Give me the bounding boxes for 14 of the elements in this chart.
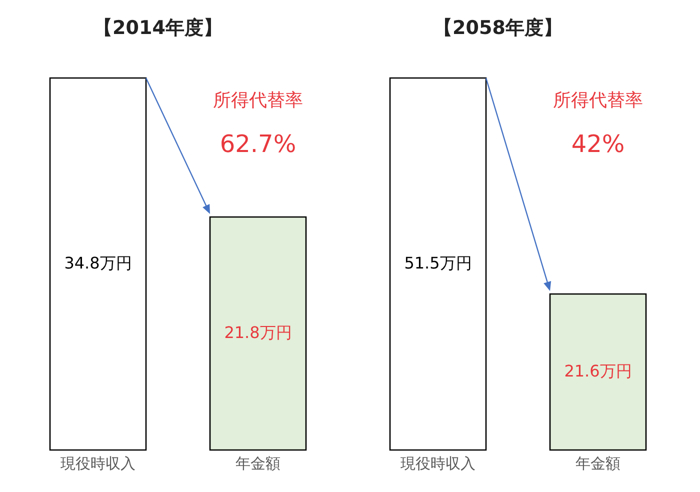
data-label: 34.8万円: [64, 253, 132, 272]
chart-title: 【2058年度】: [432, 16, 564, 41]
chart-title: 【2014年度】: [92, 16, 224, 41]
data-label: 51.5万円: [404, 253, 472, 272]
annotation: 62.7%: [218, 130, 298, 158]
x-tick-label: 年金額: [236, 454, 280, 473]
data-label: 21.6万円: [564, 361, 632, 380]
annotation: 42%: [570, 130, 626, 158]
x-tick-label: 現役時収入: [60, 454, 136, 473]
x-tick-label: 現役時収入: [400, 454, 476, 473]
annotation: 所得代替率: [552, 89, 644, 112]
x-tick-label: 年金額: [576, 454, 620, 473]
annotation: 所得代替率: [212, 89, 304, 112]
data-label: 21.8万円: [224, 322, 292, 342]
